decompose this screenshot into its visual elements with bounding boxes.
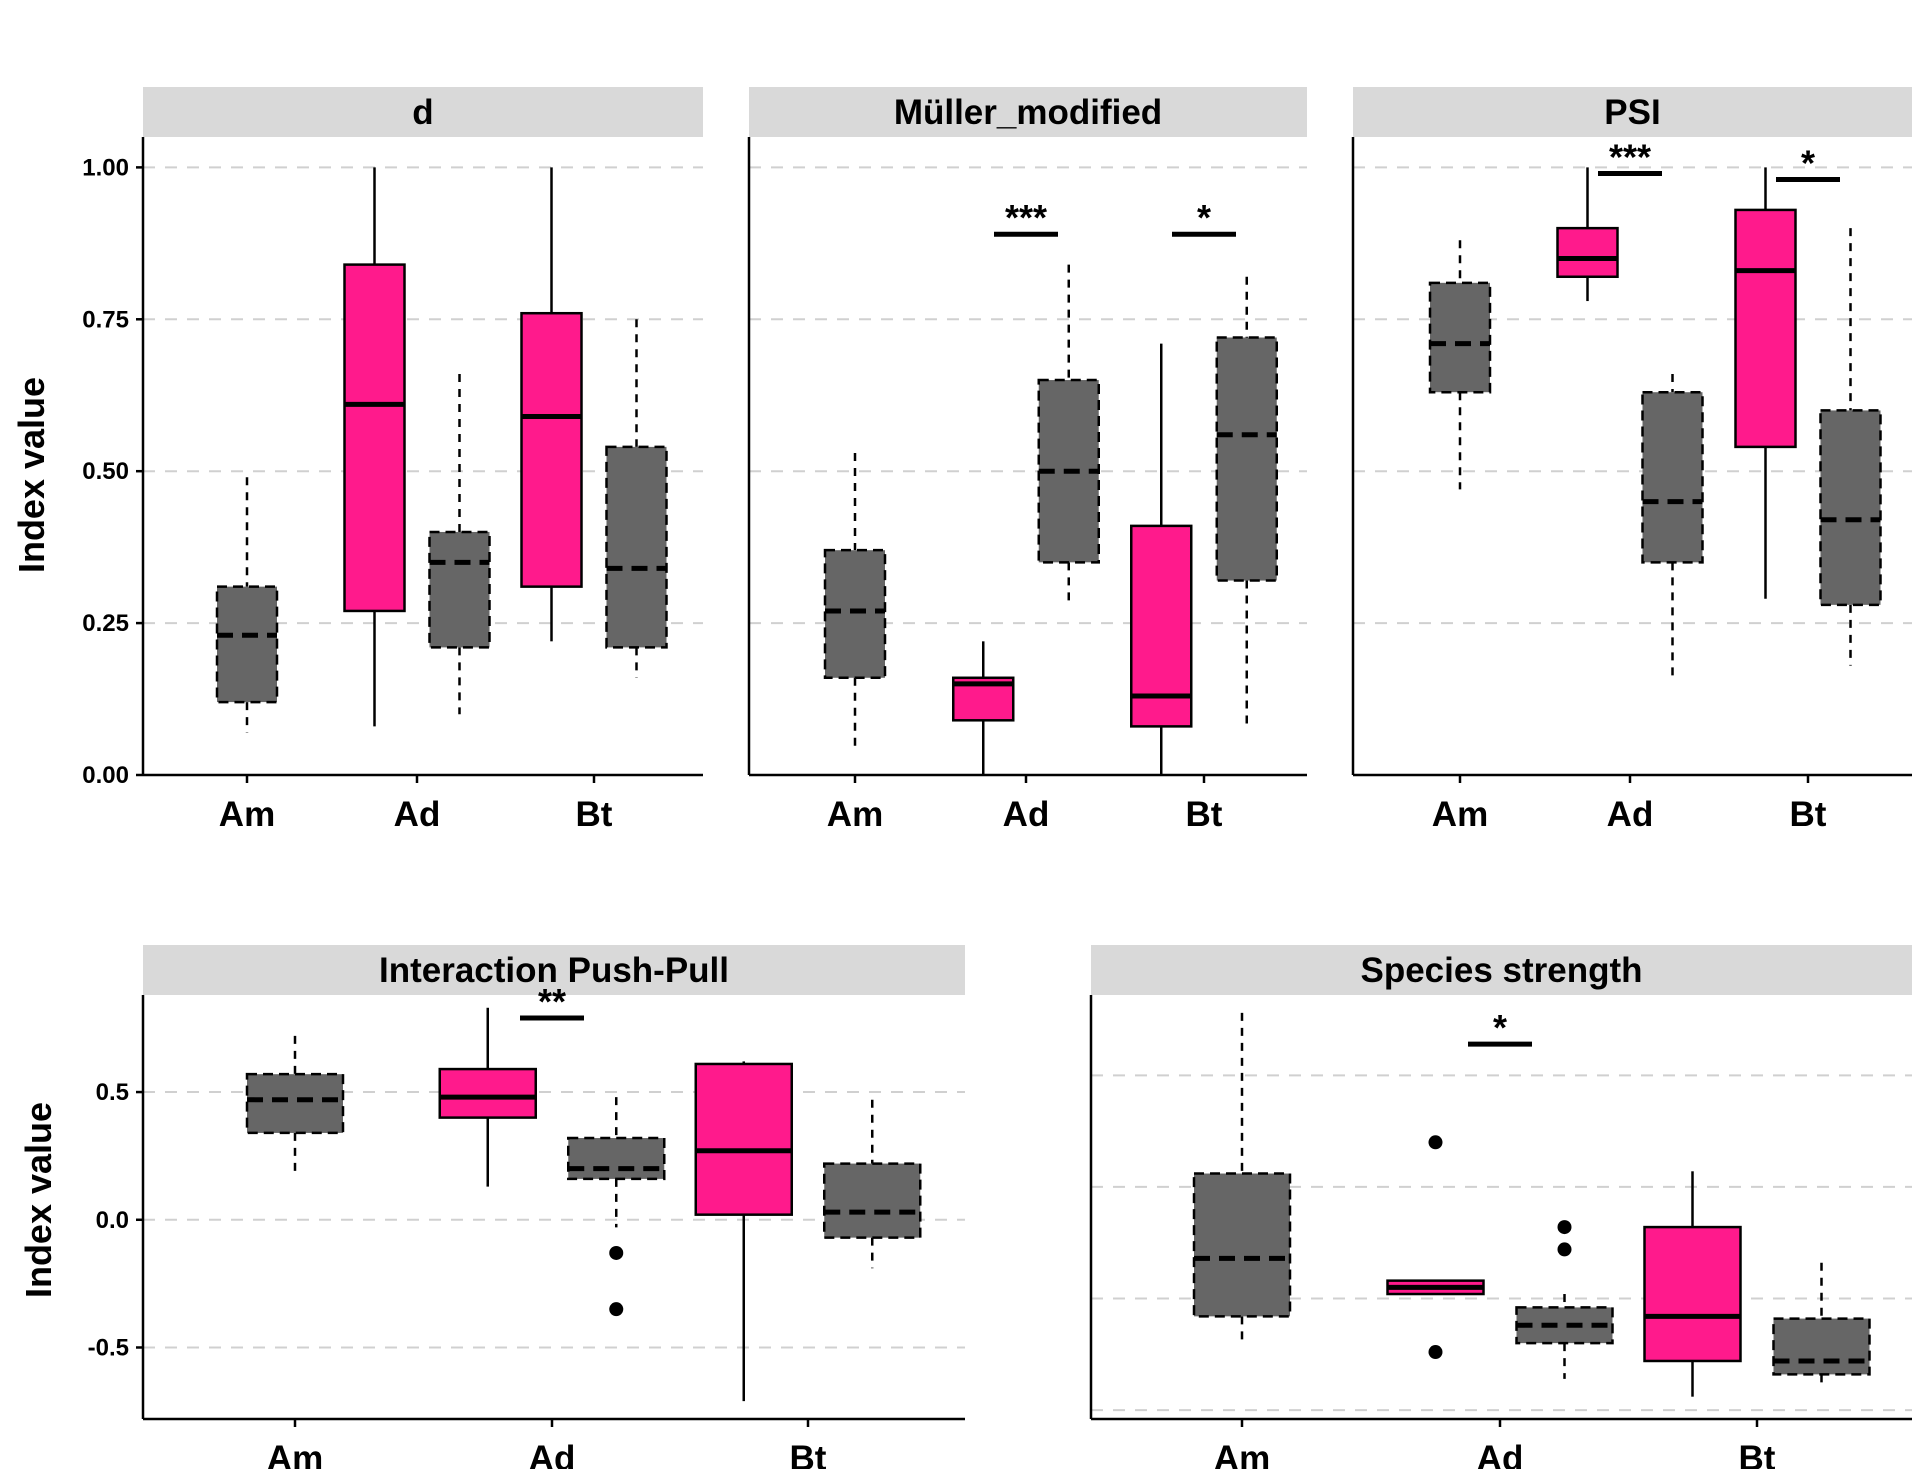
outlier-point xyxy=(1557,1220,1572,1235)
box-pink xyxy=(1643,1171,1742,1397)
panel-strip xyxy=(143,945,965,995)
box-body xyxy=(520,311,583,588)
box-pink xyxy=(952,641,1015,775)
box-body xyxy=(215,585,279,704)
x-category-label: Bt xyxy=(790,1439,827,1469)
box-body xyxy=(343,263,406,613)
x-category-label: Am xyxy=(1432,795,1488,834)
box-grey xyxy=(1641,373,1704,678)
box-body xyxy=(428,530,491,649)
outlier-point xyxy=(1428,1345,1443,1360)
box-grey xyxy=(605,319,668,678)
y-tick-label: 0.50 xyxy=(82,458,129,485)
outlier-point xyxy=(1428,1135,1443,1150)
box-body xyxy=(1641,390,1704,564)
box-pink xyxy=(1556,167,1619,302)
box-body xyxy=(1130,524,1193,728)
box-grey xyxy=(1772,1262,1871,1384)
box-grey xyxy=(215,477,279,733)
box-grey xyxy=(1428,240,1492,490)
panel-strip xyxy=(143,87,703,137)
box-pink xyxy=(1734,167,1797,599)
x-category-label: Bt xyxy=(1739,1439,1776,1469)
box-grey xyxy=(1515,1220,1614,1379)
panel-title: Müller_modified xyxy=(894,93,1162,132)
x-category-label: Bt xyxy=(1790,795,1827,834)
x-category-label: Am xyxy=(1214,1439,1270,1469)
box-grey xyxy=(1192,1012,1292,1344)
box-grey xyxy=(245,1035,345,1174)
panel-strip xyxy=(1091,945,1912,995)
box-body xyxy=(1734,208,1797,449)
x-category-label: Ad xyxy=(1003,795,1050,834)
box-grey xyxy=(1215,276,1278,727)
box-grey xyxy=(428,373,491,715)
box-grey xyxy=(567,1097,666,1317)
y-tick-label: 0.0 xyxy=(96,1207,129,1234)
box-pink xyxy=(1386,1135,1485,1360)
significance-label: * xyxy=(1493,1007,1507,1048)
box-grey xyxy=(1819,228,1882,666)
panel-1: d 0.00 0.25 0.50 0.75 1.00 Index value Am Ad Bt xyxy=(11,87,703,834)
significance-label: *** xyxy=(1005,197,1047,238)
box-grey xyxy=(823,1099,922,1269)
outlier-point xyxy=(609,1245,624,1260)
box-body xyxy=(694,1062,793,1216)
panel-title: PSI xyxy=(1604,93,1660,132)
box-body xyxy=(1215,336,1278,582)
y-axis-label: Index value xyxy=(18,1102,59,1298)
box-body xyxy=(1428,281,1492,394)
y-axis-label: Index value xyxy=(11,377,52,573)
panel-title: d xyxy=(412,93,433,132)
box-grey xyxy=(1037,264,1100,605)
y-tick-label: 0.5 xyxy=(96,1079,129,1106)
panel-title: Species strength xyxy=(1360,951,1642,990)
box-body xyxy=(438,1067,537,1119)
x-category-label: Am xyxy=(219,795,275,834)
significance-label: * xyxy=(1801,143,1815,184)
y-tick-label: 0.00 xyxy=(82,762,129,789)
box-body xyxy=(1556,226,1619,279)
panel-strip xyxy=(1353,87,1912,137)
x-category-label: Bt xyxy=(1186,795,1223,834)
outlier-point xyxy=(1557,1242,1572,1257)
box-body xyxy=(1772,1317,1871,1376)
box-pink xyxy=(694,1061,793,1402)
box-body xyxy=(1192,1172,1292,1318)
significance-label: *** xyxy=(1609,136,1651,177)
y-tick-label: 0.75 xyxy=(82,306,129,333)
box-body xyxy=(567,1136,666,1181)
box-pink xyxy=(343,167,406,727)
box-pink xyxy=(1130,343,1193,775)
x-category-label: Ad xyxy=(394,795,441,834)
x-category-label: Ad xyxy=(529,1439,576,1469)
x-category-label: Am xyxy=(827,795,883,834)
panel-strip xyxy=(749,87,1307,137)
box-body xyxy=(245,1072,345,1135)
box-body xyxy=(1819,409,1882,607)
panel-4: Interaction Push-Pull -0.5 0.0 0.5 Index val… xyxy=(18,945,965,1469)
box-pink xyxy=(438,1007,537,1187)
significance-label: * xyxy=(1197,197,1211,238)
box-pink xyxy=(520,167,583,642)
significance-label: ** xyxy=(538,981,566,1022)
y-tick-label: -0.5 xyxy=(88,1334,129,1361)
y-tick-label: 0.25 xyxy=(82,610,129,637)
box-body xyxy=(823,548,887,680)
box-grey xyxy=(823,452,887,751)
panel-title: Interaction Push-Pull xyxy=(379,951,729,990)
x-category-label: Ad xyxy=(1607,795,1654,834)
panel-5: Species strength Am Ad Bt * xyxy=(1089,945,1912,1469)
box-body xyxy=(823,1162,922,1239)
box-body xyxy=(1643,1225,1742,1363)
x-category-label: Ad xyxy=(1477,1439,1524,1469)
x-category-label: Bt xyxy=(576,795,613,834)
box-body xyxy=(605,445,668,649)
x-category-label: Am xyxy=(267,1439,323,1469)
outlier-point xyxy=(609,1302,624,1317)
y-tick-label: 1.00 xyxy=(82,154,129,181)
